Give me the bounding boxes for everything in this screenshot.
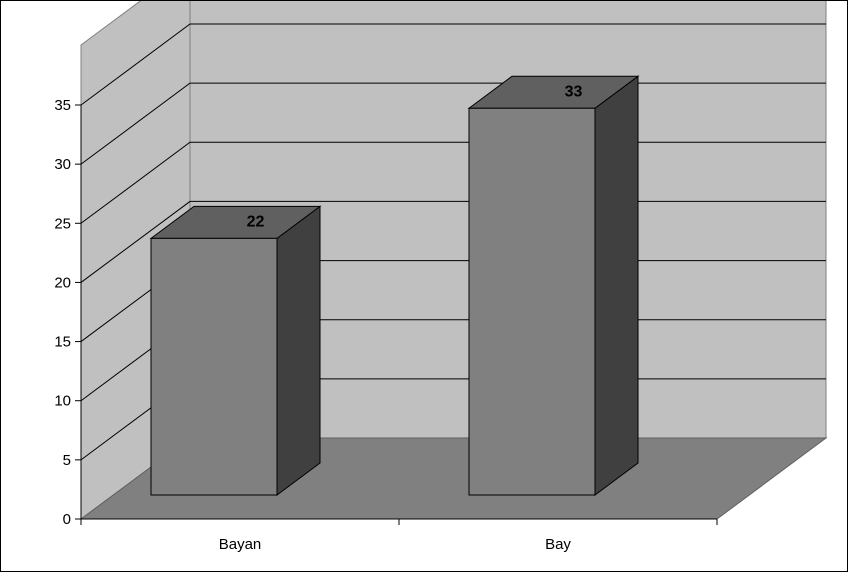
gridline-35 [80, 23, 826, 106]
y-tick-label: 25 [54, 215, 71, 232]
y-tick-label: 5 [63, 452, 71, 469]
bar-side-face [276, 205, 321, 496]
axes [75, 104, 718, 525]
bar-front-face [150, 237, 278, 496]
bar-front-face [468, 107, 596, 496]
bar-bay [467, 75, 640, 496]
category-label-bay: Bay [545, 536, 571, 553]
y-tick-label: 20 [54, 274, 71, 291]
category-label-bayan: Bayan [219, 536, 262, 553]
category-labels: Bayan Bay [219, 536, 572, 553]
data-label-bay: 33 [565, 83, 583, 100]
y-tick-labels: 0 5 10 15 20 25 30 35 [54, 97, 71, 528]
y-tick-label: 15 [54, 334, 71, 351]
bars [149, 75, 640, 496]
y-tick-label: 0 [63, 511, 71, 528]
y-tick-label: 10 [54, 393, 71, 410]
bar-side-face [594, 75, 639, 496]
data-labels: 22 33 [247, 83, 583, 230]
data-label-bayan: 22 [247, 213, 265, 230]
y-tick-label: 30 [54, 156, 71, 173]
y-tick-label: 35 [54, 97, 71, 114]
bar-bayan [149, 205, 322, 496]
